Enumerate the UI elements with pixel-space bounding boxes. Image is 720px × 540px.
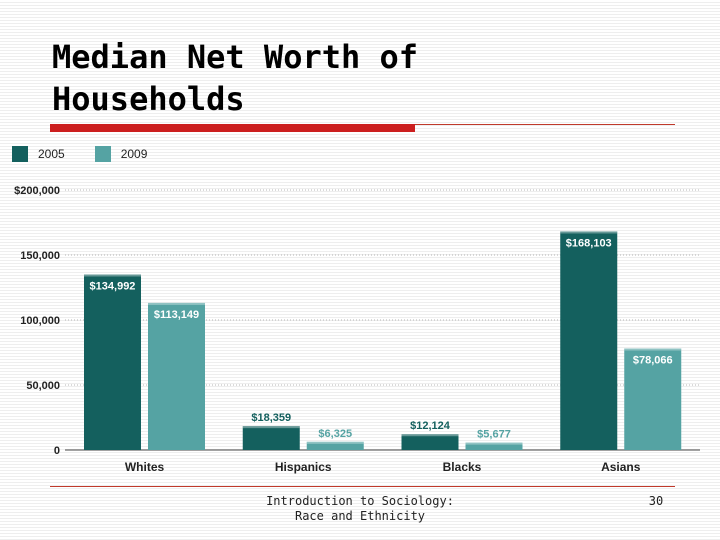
data-label: $78,066 — [633, 355, 673, 367]
legend-item-2009: 2009 — [94, 146, 148, 162]
legend-label-2009: 2009 — [120, 147, 148, 161]
title-rule — [415, 124, 675, 125]
bar-cap — [84, 274, 141, 277]
bar-cap — [560, 231, 618, 234]
bar-2005-hispanics — [242, 426, 300, 450]
bar-cap — [401, 434, 459, 437]
bar-2005-blacks — [401, 434, 459, 450]
bar-cap — [148, 302, 205, 305]
x-category-label: Asians — [601, 460, 641, 474]
x-category-label: Blacks — [443, 460, 482, 474]
data-label: $6,325 — [318, 428, 352, 440]
footer-rule — [50, 486, 675, 487]
slide-title: Median Net Worth of Households — [52, 38, 419, 118]
y-tick-label: 50,000 — [26, 380, 60, 392]
legend-swatch-2009 — [94, 146, 111, 162]
data-label: $168,103 — [566, 237, 612, 249]
x-category-label: Whites — [125, 460, 165, 474]
y-tick-label: 100,000 — [20, 315, 60, 327]
y-tick-label: 150,000 — [20, 250, 60, 262]
data-label: $113,149 — [154, 309, 199, 321]
chart-legend: 2005 2009 — [12, 146, 177, 162]
data-label: $12,124 — [410, 420, 451, 432]
bar-2009-asians — [624, 348, 682, 450]
bar-2009-whites — [148, 302, 205, 450]
legend-item-2005: 2005 — [12, 146, 65, 162]
data-label: $18,359 — [251, 412, 291, 424]
page-number: 30 — [648, 494, 664, 508]
bar-2005-whites — [84, 274, 141, 450]
bar-2009-hispanics — [306, 441, 364, 450]
bar-cap — [306, 441, 364, 444]
x-category-label: Hispanics — [275, 460, 332, 474]
data-label: $5,677 — [477, 429, 511, 441]
data-label: $134,992 — [90, 281, 136, 293]
bar-2009-blacks — [465, 442, 523, 450]
slide-footer: Introduction to Sociology: Race and Ethn… — [266, 494, 454, 523]
title-accent-bar — [50, 124, 415, 132]
bar-cap — [242, 426, 300, 429]
y-tick-label: 0 — [54, 445, 60, 457]
legend-label-2005: 2005 — [38, 147, 65, 161]
bar-2005-asians — [560, 231, 618, 450]
y-tick-label: $200,000 — [14, 185, 60, 197]
bar-cap — [624, 348, 682, 351]
bar-chart: 0 50,000 100,000 150,000 $200,000 $134,992 $11… — [14, 185, 700, 474]
legend-swatch-2005 — [12, 146, 28, 162]
bar-cap — [465, 442, 523, 445]
